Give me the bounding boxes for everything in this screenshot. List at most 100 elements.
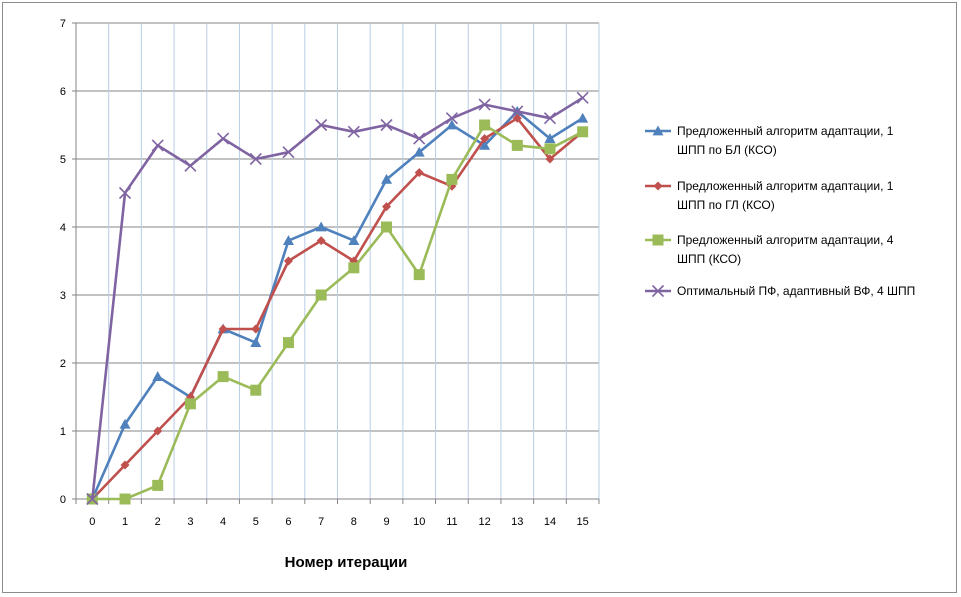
series-3-point	[446, 173, 458, 185]
legend-swatch-marker	[651, 284, 665, 298]
series-4-point	[118, 186, 132, 200]
y-tick-label: 4	[60, 222, 66, 234]
x-tick-label: 11	[446, 516, 457, 528]
series-4-point	[576, 91, 589, 104]
series-3-point	[479, 119, 491, 131]
series-1-point	[348, 235, 360, 245]
series-4-point-stroke	[249, 152, 262, 166]
series-4-point	[413, 132, 426, 145]
x-tick-label: 12	[478, 516, 490, 528]
series-4-point-stroke	[543, 112, 557, 125]
legend-item-1: Предложенный алгоритм адаптации, 1 ШПП по…	[645, 124, 894, 157]
series-4-point	[347, 125, 360, 138]
y-tick-label: 5	[60, 154, 66, 166]
series-4-point-stroke	[445, 112, 458, 125]
series-2-point	[414, 168, 424, 178]
series-1-point	[577, 112, 589, 123]
series-3-point	[250, 384, 262, 396]
x-tick-labels: 0 1 2 3 4 5 6 7 8 9 10 11 12 13 14 15	[89, 516, 589, 528]
x-tick-label: 13	[511, 516, 523, 528]
legend-swatch-marker	[652, 125, 664, 136]
series-2-line	[91, 116, 584, 500]
series-2-point	[512, 113, 522, 123]
series-4-point	[445, 112, 458, 125]
x-tick-label: 10	[413, 516, 425, 528]
series-1-point	[315, 221, 327, 232]
series-4-point-stroke	[380, 118, 393, 132]
x-tick-label: 1	[122, 516, 128, 528]
series-4-point-stroke	[347, 125, 360, 138]
legend-swatch-marker	[652, 234, 664, 246]
series-4-point	[282, 146, 295, 159]
x-tick-label: 14	[544, 516, 556, 528]
series-3-point	[315, 289, 327, 301]
series-2-point	[480, 134, 490, 144]
series-4-line	[91, 96, 584, 500]
series-4-point	[380, 118, 393, 132]
series-4-point-stroke	[86, 492, 99, 506]
y-tick-label: 6	[60, 86, 66, 98]
series-3-point	[348, 262, 360, 274]
series-4-point	[217, 132, 230, 145]
legend-item-2: Предложенный алгоритм адаптации, 1 ШПП по…	[645, 179, 894, 212]
y-tick-label: 1	[60, 426, 66, 438]
series-4-point	[86, 492, 99, 506]
series-4-point	[478, 98, 491, 111]
legend-item-4: Оптимальный ПФ, адаптивный ВФ, 4 ШПП	[645, 284, 915, 298]
series-2-point	[545, 154, 555, 164]
series-4-point	[315, 118, 328, 132]
series-3-point	[152, 479, 164, 491]
series-1-point	[152, 371, 164, 381]
legend-item-3: Предложенный алгоритм адаптации, 4 ШПП (К…	[645, 233, 894, 266]
legend: Предложенный алгоритм адаптации, 1 ШПП по…	[645, 124, 915, 298]
legend-label: ШПП по БЛ (КСО)	[677, 143, 777, 157]
series-3-point	[577, 126, 589, 138]
series-4-point-stroke	[217, 132, 230, 145]
y-tick-label: 3	[60, 290, 66, 302]
y-tick-label: 7	[60, 18, 66, 30]
x-tick-label: 4	[220, 516, 226, 528]
x-tick-label: 0	[89, 516, 95, 528]
y-tick-labels: 0 1 2 3 4 5 6 7	[60, 18, 66, 506]
series-1-point	[479, 139, 491, 150]
series-4	[86, 91, 589, 506]
series-4-point	[184, 159, 197, 172]
series-3	[86, 119, 589, 505]
x-tick-label: 9	[383, 516, 389, 528]
series-4-point-stroke	[282, 146, 295, 159]
legend-label: Оптимальный ПФ, адаптивный ВФ, 4 ШПП	[677, 284, 915, 298]
series-2-point	[218, 324, 228, 334]
series-3-point	[381, 221, 393, 233]
legend-label: Предложенный алгоритм адаптации, 4	[677, 233, 894, 247]
series-4-point-stroke	[413, 132, 426, 145]
legend-label: Предложенный алгоритм адаптации, 1	[677, 124, 894, 138]
y-tick-label: 0	[60, 494, 66, 506]
y-tick-label: 2	[60, 358, 66, 370]
series-4-point	[249, 152, 262, 166]
series-3-point	[511, 139, 523, 151]
series-4-point-stroke	[184, 159, 197, 172]
series-2-point	[120, 460, 130, 470]
x-tick-label: 2	[155, 516, 161, 528]
series-1-point	[381, 173, 393, 184]
grid	[76, 22, 600, 499]
series-3-point	[413, 269, 425, 281]
series-4-point	[151, 139, 164, 152]
legend-label: ШПП по ГЛ (КСО)	[677, 198, 775, 212]
series-4-point-stroke	[118, 186, 132, 200]
series-3-point	[184, 398, 196, 410]
x-tick-label: 5	[253, 516, 259, 528]
x-tick-label: 15	[577, 516, 589, 528]
series-2-point	[316, 236, 326, 246]
series-3-line	[92, 123, 584, 501]
x-tick-label: 3	[187, 516, 193, 528]
legend-label: Предложенный алгоритм адаптации, 1	[677, 179, 894, 193]
series-4-point-stroke	[511, 105, 524, 118]
series-1-point	[413, 146, 425, 157]
series-1-point	[250, 337, 262, 347]
legend-swatch-marker	[653, 181, 663, 191]
series-1-point	[282, 235, 294, 245]
series-4-point	[511, 105, 524, 118]
series-1-point	[544, 133, 556, 143]
